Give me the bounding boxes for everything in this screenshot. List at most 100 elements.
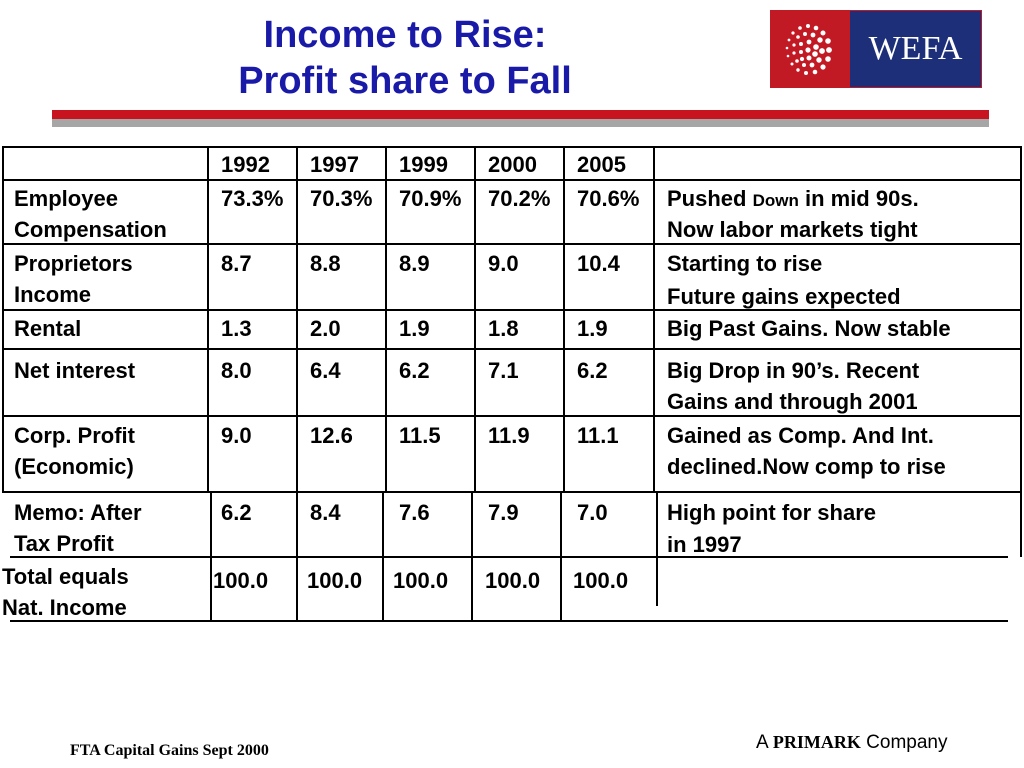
grid-line (10, 556, 1008, 558)
grid-line (2, 146, 1022, 148)
row-note: Future gains expected (667, 284, 901, 309)
primark-brand: PRIMARK (772, 732, 861, 752)
table-cell: 6.4 (310, 358, 341, 383)
row-note: Starting to rise (667, 251, 823, 276)
table-cell: 100.0 (213, 568, 269, 593)
row-note: Pushed Down in mid 90s. (667, 183, 919, 216)
primark-logo: A PRIMARK Company (756, 732, 948, 754)
table-cell: 1.9 (399, 316, 430, 341)
primark-suffix: Company (860, 732, 948, 753)
table-cell: 70.6% (577, 186, 640, 211)
grid-line (207, 146, 209, 493)
table-cell: 11.9 (488, 423, 530, 448)
table-cell: 6.2 (399, 358, 430, 383)
table-cell: 73.3% (221, 186, 284, 211)
table-cell: 9.0 (221, 423, 252, 448)
grid-line (560, 493, 562, 622)
table-cell: 7.6 (399, 500, 430, 525)
row-note: Gains and through 2001 (667, 389, 918, 414)
column-header: 1992 (221, 152, 270, 177)
grid-line (471, 493, 473, 622)
grid-line (296, 493, 298, 622)
column-header: 1997 (310, 152, 359, 177)
grid-line (382, 493, 384, 622)
grid-line (385, 146, 387, 493)
table-cell: 100.0 (307, 568, 363, 593)
table-cell: 1.9 (577, 316, 608, 341)
row-note: in 1997 (667, 532, 742, 557)
row-label: Proprietors (14, 251, 133, 276)
table-cell: 11.1 (577, 423, 619, 448)
table-cell: 100.0 (485, 568, 541, 593)
grid-line (2, 243, 1022, 245)
table-cell: 6.2 (221, 500, 252, 525)
grid-line (2, 179, 1022, 181)
grid-line (474, 146, 476, 493)
table-cell: 100.0 (393, 568, 449, 593)
column-header: 2000 (488, 152, 537, 177)
grid-line (210, 493, 212, 622)
table-cell: 8.7 (221, 251, 252, 276)
grid-line (653, 146, 655, 493)
row-label: (Economic) (14, 454, 134, 479)
row-label: Employee (14, 186, 118, 211)
row-label: Rental (14, 316, 82, 341)
table-cell: 7.1 (488, 358, 519, 383)
grid-line (2, 348, 1022, 350)
row-note: declined.Now comp to rise (667, 454, 946, 479)
grid-line (2, 415, 1022, 417)
grid-line (2, 491, 1022, 493)
grid-line (10, 620, 1008, 622)
row-note: Big Drop in 90’s. Recent (667, 358, 920, 383)
grid-line (1020, 493, 1022, 557)
table-cell: 8.0 (221, 358, 252, 383)
row-label: Memo: After (14, 500, 142, 525)
table-cell: 9.0 (488, 251, 519, 276)
grid-line (1020, 146, 1022, 493)
row-label: Compensation (14, 217, 167, 242)
table-cell: 8.4 (310, 500, 341, 525)
table-cell: 6.2 (577, 358, 608, 383)
row-label: Corp. Profit (14, 423, 135, 448)
table-cell: 70.3% (310, 186, 373, 211)
title-line-1: Income to Rise: (263, 14, 547, 56)
table-cell: 7.0 (577, 500, 608, 525)
globe-dots-icon (785, 24, 832, 75)
row-label: Nat. Income (2, 595, 127, 620)
grid-line (656, 493, 658, 606)
table-cell: 100.0 (573, 568, 629, 593)
red-rule (52, 110, 989, 119)
row-label: Net interest (14, 358, 136, 383)
table-cell: 10.4 (577, 251, 620, 276)
table-cell: 11.5 (399, 423, 441, 448)
row-label: Tax Profit (14, 531, 114, 556)
row-note: Big Past Gains. Now stable (667, 316, 951, 341)
table-cell: 2.0 (310, 316, 341, 341)
table-cell: 8.8 (310, 251, 341, 276)
table-cell: 70.2% (488, 186, 551, 211)
table-cell: 1.3 (221, 316, 252, 341)
row-note-part: Pushed (667, 186, 753, 211)
row-note: Now labor markets tight (667, 217, 918, 242)
table-cell: 1.8 (488, 316, 519, 341)
row-note-part: Down (752, 191, 799, 210)
grid-line (2, 146, 4, 493)
slide-title: Income to Rise: Profit share to Fall (150, 12, 660, 104)
grid-line (563, 146, 565, 493)
wefa-logo: WEFA (770, 10, 982, 88)
row-note: Gained as Comp. And Int. (667, 423, 934, 448)
logo-wordmark: WEFA (850, 11, 981, 87)
row-label: Income (14, 282, 92, 307)
table-cell: 12.6 (310, 423, 353, 448)
table-cell: 70.9% (399, 186, 462, 211)
column-header: 1999 (399, 152, 448, 177)
primark-prefix: A (756, 732, 773, 753)
title-line-2: Profit share to Fall (238, 60, 572, 102)
footer-text: FTA Capital Gains Sept 2000 (70, 742, 269, 759)
row-note: High point for share (667, 500, 876, 525)
row-note-part: in mid 90s. (798, 186, 919, 211)
grid-line (2, 309, 1022, 311)
grid-line (296, 146, 298, 493)
gray-rule (52, 119, 989, 127)
column-header: 2005 (577, 152, 626, 177)
